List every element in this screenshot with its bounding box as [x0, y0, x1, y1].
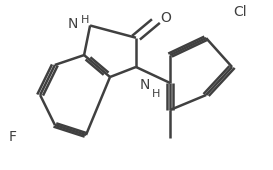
Text: N: N — [67, 17, 78, 31]
Text: F: F — [8, 130, 16, 144]
Text: N: N — [140, 78, 150, 92]
Text: O: O — [160, 11, 171, 25]
Text: H: H — [81, 15, 89, 24]
Text: Cl: Cl — [233, 5, 247, 19]
Text: H: H — [152, 89, 160, 99]
